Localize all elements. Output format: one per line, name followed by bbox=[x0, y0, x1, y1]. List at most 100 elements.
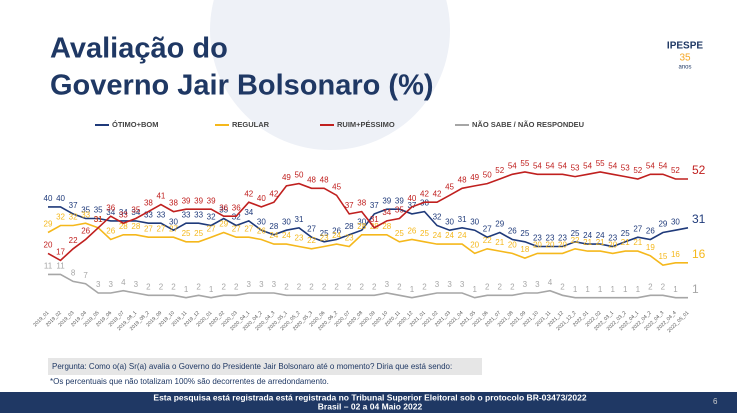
data-label: 32 bbox=[56, 213, 65, 222]
background-ornament bbox=[210, 0, 450, 150]
data-label: 42 bbox=[269, 189, 278, 198]
data-label: 24 bbox=[596, 231, 605, 240]
data-label: 3 bbox=[272, 280, 277, 289]
data-label: 31 bbox=[692, 212, 706, 226]
logo-sub: 35 bbox=[679, 53, 691, 64]
data-label: 1 bbox=[692, 282, 699, 296]
data-label: 38 bbox=[169, 199, 178, 208]
data-label: 20 bbox=[44, 241, 53, 250]
data-label: 21 bbox=[596, 238, 605, 247]
data-label: 40 bbox=[44, 194, 53, 203]
data-label: 25 bbox=[420, 229, 429, 238]
data-label: 4 bbox=[121, 278, 126, 287]
data-label: 35 bbox=[94, 206, 103, 215]
data-label: 31 bbox=[94, 215, 103, 224]
data-label: 26 bbox=[106, 227, 115, 236]
data-label: 48 bbox=[320, 175, 329, 184]
data-label: 42 bbox=[433, 189, 442, 198]
data-label: 28 bbox=[345, 222, 354, 231]
data-label: 22 bbox=[483, 236, 492, 245]
data-label: 54 bbox=[608, 161, 617, 170]
data-label: 23 bbox=[546, 234, 555, 243]
data-label: 30 bbox=[282, 217, 291, 226]
data-label: 1 bbox=[184, 285, 189, 294]
series-line bbox=[48, 273, 688, 299]
data-label: 29 bbox=[495, 220, 504, 229]
data-label: 29 bbox=[219, 220, 228, 229]
data-label: 23 bbox=[533, 234, 542, 243]
data-label: 1 bbox=[673, 285, 678, 294]
legend-label: ÓTIMO+BOM bbox=[112, 120, 158, 129]
data-label: 39 bbox=[382, 196, 391, 205]
data-label: 1 bbox=[598, 285, 603, 294]
data-label: 39 bbox=[182, 196, 191, 205]
data-label: 45 bbox=[445, 182, 454, 191]
data-label: 2 bbox=[334, 282, 339, 291]
data-label: 25 bbox=[621, 229, 630, 238]
legend-label: REGULAR bbox=[232, 120, 270, 129]
data-label: 3 bbox=[259, 280, 264, 289]
data-label: 3 bbox=[447, 280, 452, 289]
data-label: 28 bbox=[370, 222, 379, 231]
data-label: 26 bbox=[257, 227, 266, 236]
data-label: 37 bbox=[407, 201, 416, 210]
data-label: 30 bbox=[445, 217, 454, 226]
data-label: 2 bbox=[146, 282, 151, 291]
data-label: 50 bbox=[295, 171, 304, 180]
question-box bbox=[48, 358, 482, 375]
data-label: 8 bbox=[71, 268, 76, 277]
data-label: 22 bbox=[69, 236, 78, 245]
data-label: 31 bbox=[370, 215, 379, 224]
data-label: 18 bbox=[520, 245, 529, 254]
title-line: Avaliação do bbox=[50, 33, 228, 65]
data-label: 33 bbox=[144, 210, 153, 219]
data-label: 27 bbox=[169, 224, 178, 233]
data-label: 36 bbox=[219, 203, 228, 212]
data-label: 23 bbox=[608, 234, 617, 243]
data-label: 37 bbox=[370, 201, 379, 210]
data-label: 24 bbox=[583, 231, 592, 240]
data-label: 3 bbox=[134, 280, 139, 289]
data-label: 25 bbox=[182, 229, 191, 238]
data-label: 23 bbox=[320, 234, 329, 243]
data-label: 24 bbox=[433, 231, 442, 240]
data-label: 27 bbox=[144, 224, 153, 233]
data-label: 26 bbox=[81, 227, 90, 236]
data-label: 23 bbox=[345, 234, 354, 243]
data-label: 2 bbox=[234, 282, 239, 291]
data-label: 29 bbox=[658, 220, 667, 229]
data-label: 33 bbox=[194, 210, 203, 219]
data-label: 20 bbox=[608, 241, 617, 250]
data-label: 39 bbox=[207, 196, 216, 205]
data-label: 1 bbox=[636, 285, 641, 294]
data-label: 40 bbox=[257, 194, 266, 203]
data-label: 25 bbox=[395, 229, 404, 238]
data-label: 21 bbox=[495, 238, 504, 247]
data-label: 20 bbox=[508, 241, 517, 250]
data-label: 34 bbox=[131, 208, 140, 217]
data-label: 3 bbox=[435, 280, 440, 289]
data-label: 2 bbox=[648, 282, 653, 291]
data-label: 23 bbox=[558, 234, 567, 243]
data-label: 2 bbox=[498, 282, 503, 291]
series-line bbox=[47, 222, 688, 266]
data-label: 38 bbox=[144, 199, 153, 208]
data-label: 39 bbox=[194, 196, 203, 205]
data-label: 34 bbox=[244, 208, 253, 217]
data-label: 28 bbox=[131, 222, 140, 231]
data-label: 27 bbox=[244, 224, 253, 233]
data-label: 27 bbox=[483, 224, 492, 233]
data-label: 32 bbox=[433, 213, 442, 222]
data-label: 35 bbox=[395, 206, 404, 215]
data-label: 54 bbox=[546, 161, 555, 170]
data-label: 30 bbox=[257, 217, 266, 226]
data-label: 16 bbox=[671, 250, 680, 259]
data-label: 40 bbox=[56, 194, 65, 203]
data-label: 24 bbox=[458, 231, 467, 240]
data-label: 26 bbox=[508, 227, 517, 236]
data-label: 32 bbox=[232, 213, 241, 222]
data-label: 24 bbox=[332, 231, 341, 240]
data-label: 1 bbox=[209, 285, 214, 294]
data-label: 27 bbox=[232, 224, 241, 233]
data-label: 55 bbox=[596, 159, 605, 168]
